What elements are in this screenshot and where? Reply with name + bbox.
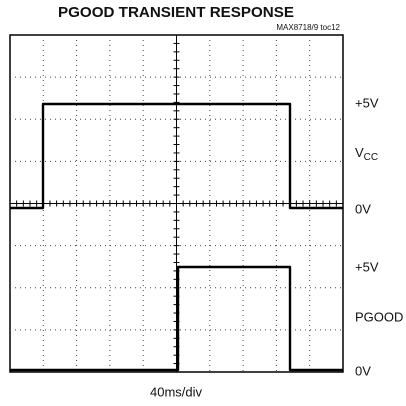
- vcc-high-label: +5V: [355, 95, 379, 110]
- subtitle: MAX8718/9 toc12: [276, 23, 340, 32]
- vcc-label: VCC: [355, 145, 378, 162]
- vcc-name: V: [355, 145, 364, 160]
- vcc-low-label: 0V: [355, 201, 371, 216]
- timebase: 40ms/div: [150, 384, 203, 399]
- pgood-low-label: 0V: [355, 363, 371, 378]
- vcc-sub: CC: [364, 152, 378, 163]
- scope-grid: [10, 35, 343, 372]
- pgood-high-label: +5V: [355, 259, 379, 274]
- pgood-waveform: [10, 265, 343, 372]
- vcc-waveform: [10, 102, 343, 210]
- title: PGOOD TRANSIENT RESPONSE: [58, 4, 294, 21]
- pgood-label: PGOOD: [355, 309, 403, 324]
